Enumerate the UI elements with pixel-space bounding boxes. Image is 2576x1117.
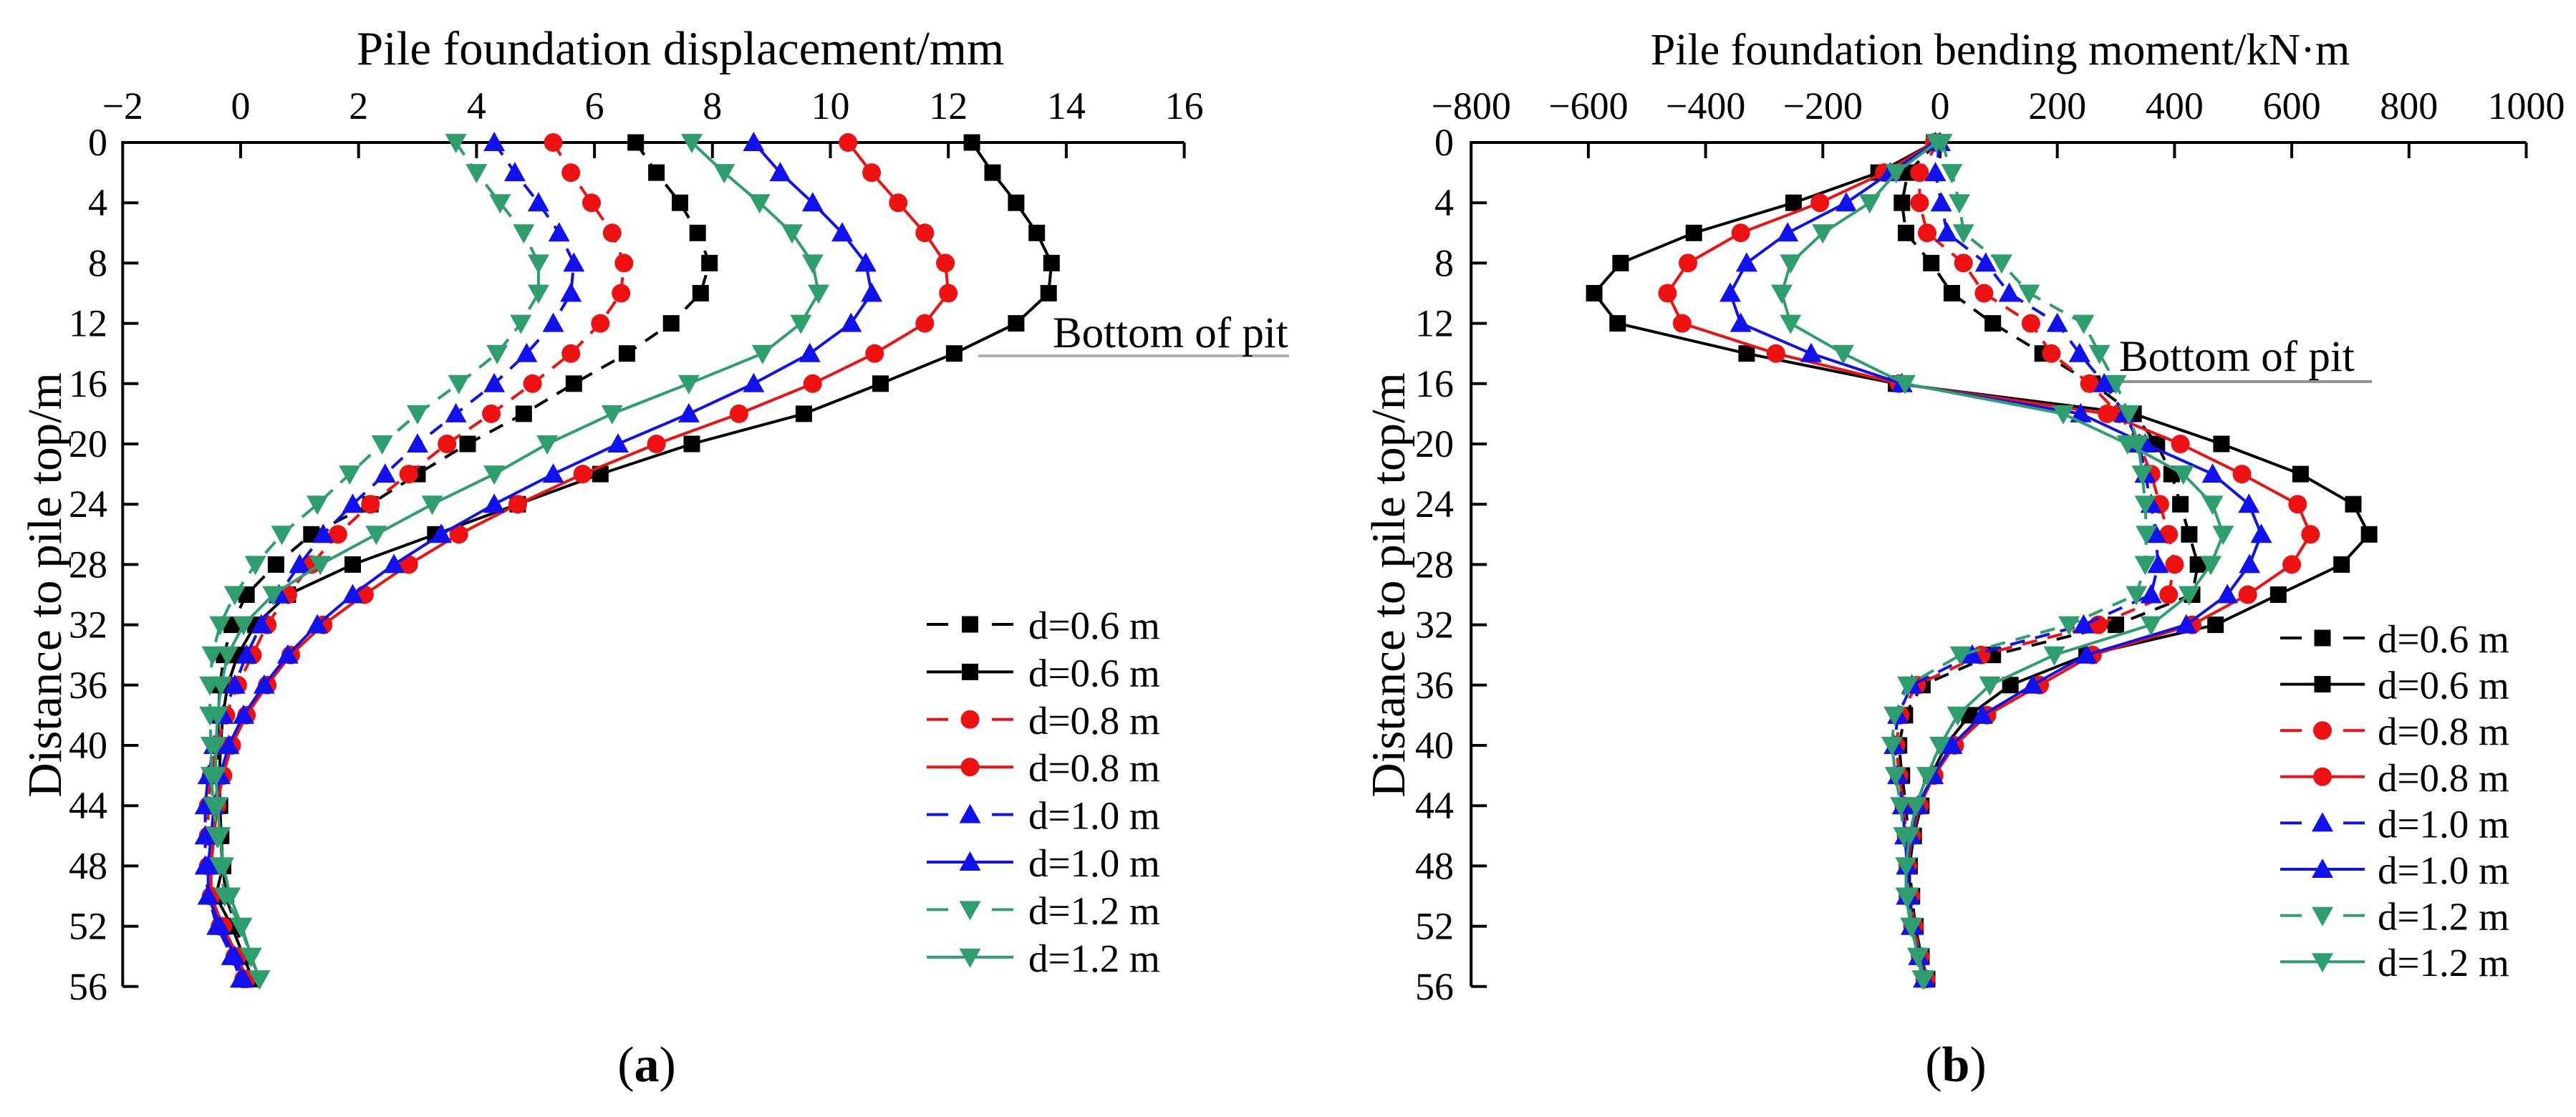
svg-text:32: 32 [1415, 604, 1454, 647]
svg-text:d=1.0 m: d=1.0 m [1028, 841, 1160, 885]
svg-text:0: 0 [231, 84, 251, 127]
svg-text:−400: −400 [1666, 84, 1745, 127]
svg-text:44: 44 [69, 784, 107, 827]
svg-text:14: 14 [1047, 84, 1086, 127]
svg-text:20: 20 [1415, 422, 1454, 465]
svg-text:400: 400 [2146, 84, 2204, 127]
svg-text:28: 28 [69, 543, 107, 586]
svg-text:800: 800 [2380, 84, 2438, 127]
svg-text:40: 40 [69, 724, 107, 767]
svg-text:52: 52 [69, 905, 107, 948]
svg-text:40: 40 [1415, 724, 1454, 767]
svg-text:d=1.0 m: d=1.0 m [2378, 848, 2509, 892]
svg-text:200: 200 [2028, 84, 2086, 127]
svg-text:6: 6 [585, 84, 604, 127]
svg-text:0: 0 [88, 121, 107, 164]
svg-text:d=1.2 m: d=1.2 m [2378, 941, 2509, 985]
svg-text:d=1.0 m: d=1.0 m [1028, 794, 1160, 838]
svg-text:56: 56 [69, 965, 107, 1008]
svg-text:16: 16 [1415, 362, 1454, 405]
svg-text:56: 56 [1415, 965, 1454, 1008]
svg-text:Pile foundation bending moment: Pile foundation bending moment/kN·m [1651, 26, 2350, 74]
svg-text:10: 10 [811, 84, 850, 127]
svg-text:0: 0 [1434, 121, 1454, 164]
svg-text:32: 32 [69, 604, 107, 647]
svg-text:−2: −2 [102, 84, 143, 127]
svg-text:36: 36 [69, 664, 107, 707]
svg-text:d=0.6 m: d=0.6 m [2378, 664, 2509, 707]
svg-text:d=0.8 m: d=0.8 m [1028, 699, 1160, 743]
svg-text:Distance to pile top/m: Distance to pile top/m [19, 372, 72, 798]
svg-text:28: 28 [1415, 543, 1454, 586]
svg-text:Distance to pile top/m: Distance to pile top/m [1362, 372, 1415, 798]
svg-text:2: 2 [349, 84, 368, 127]
svg-text:d=0.8 m: d=0.8 m [1028, 746, 1160, 790]
svg-text:44: 44 [1415, 784, 1454, 827]
svg-text:(a): (a) [617, 1038, 676, 1093]
svg-text:24: 24 [1415, 483, 1454, 526]
svg-text:24: 24 [69, 483, 107, 526]
svg-text:16: 16 [1165, 84, 1204, 127]
svg-text:48: 48 [1415, 844, 1454, 887]
svg-text:d=0.8 m: d=0.8 m [2378, 756, 2509, 800]
svg-text:12: 12 [1415, 302, 1454, 345]
svg-text:−800: −800 [1431, 84, 1510, 127]
svg-text:(b): (b) [1925, 1038, 1987, 1093]
svg-text:8: 8 [1434, 241, 1454, 284]
svg-text:4: 4 [1434, 181, 1454, 224]
svg-text:Bottom of pit: Bottom of pit [2119, 333, 2355, 381]
svg-text:Bottom of pit: Bottom of pit [1053, 309, 1288, 357]
svg-text:−600: −600 [1548, 84, 1628, 127]
svg-text:d=0.8 m: d=0.8 m [2378, 710, 2509, 753]
svg-text:d=1.0 m: d=1.0 m [2378, 802, 2509, 846]
svg-text:4: 4 [467, 84, 486, 127]
svg-text:d=0.6 m: d=0.6 m [2378, 617, 2509, 661]
svg-text:d=1.2 m: d=1.2 m [1028, 889, 1160, 932]
svg-text:600: 600 [2263, 84, 2321, 127]
svg-text:1000: 1000 [2488, 84, 2565, 127]
svg-text:d=1.2 m: d=1.2 m [2378, 895, 2509, 939]
svg-text:36: 36 [1415, 664, 1454, 707]
svg-text:d=1.2 m: d=1.2 m [1028, 937, 1160, 980]
svg-text:8: 8 [703, 84, 722, 127]
svg-text:8: 8 [88, 241, 107, 284]
svg-text:12: 12 [929, 84, 968, 127]
svg-text:4: 4 [88, 181, 107, 224]
svg-text:16: 16 [69, 362, 107, 405]
svg-text:d=0.6 m: d=0.6 m [1028, 651, 1160, 695]
svg-text:48: 48 [69, 844, 107, 887]
svg-text:Pile foundation displacement/m: Pile foundation displacement/mm [357, 22, 1004, 75]
svg-text:d=0.6 m: d=0.6 m [1028, 604, 1160, 647]
svg-text:0: 0 [1931, 84, 1950, 127]
svg-text:52: 52 [1415, 905, 1454, 948]
svg-text:12: 12 [69, 302, 107, 345]
svg-text:−200: −200 [1783, 84, 1863, 127]
svg-text:20: 20 [69, 422, 107, 465]
